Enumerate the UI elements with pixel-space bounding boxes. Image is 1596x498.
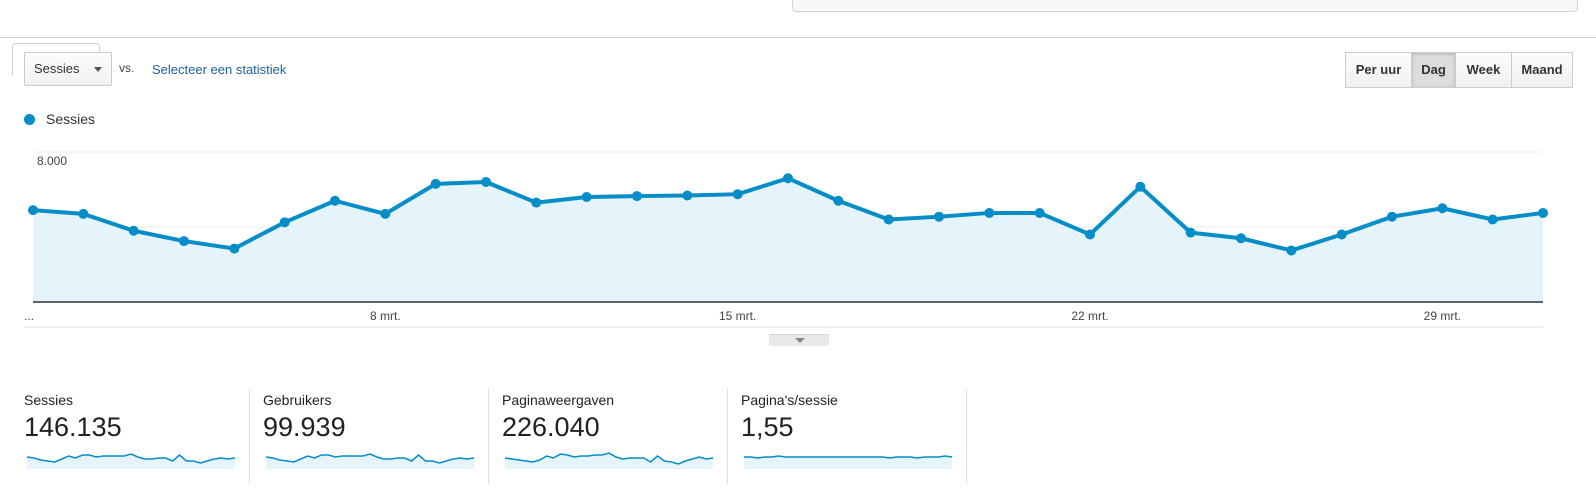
y-tick-label: 8.000 [37, 154, 67, 168]
x-tick-label: 15 mrt. [719, 309, 756, 323]
granularity-toggle: Per uur Dag Week Maand [1345, 52, 1573, 88]
sparkline-line [26, 453, 236, 464]
data-point [1236, 233, 1246, 244]
chart-legend[interactable]: Sessies [24, 111, 95, 127]
data-point [330, 195, 340, 206]
data-point [1185, 227, 1196, 238]
data-point [1336, 229, 1347, 240]
day-button[interactable]: Dag [1411, 52, 1456, 88]
collapse-chart-handle[interactable] [769, 334, 829, 346]
data-point [229, 243, 240, 254]
data-point [1034, 207, 1045, 218]
data-point [1538, 207, 1548, 218]
data-point [380, 208, 391, 219]
metric-select-value: Sessies [34, 61, 80, 76]
data-point [430, 178, 441, 189]
scorecard-label: Sessies [24, 392, 74, 408]
data-point [128, 225, 139, 236]
data-point [984, 207, 995, 218]
scorecard-sessions[interactable]: Sessies 146.135 [24, 389, 239, 484]
per-hour-button[interactable]: Per uur [1345, 52, 1412, 88]
sparkline [744, 455, 953, 469]
x-tick-label: 8 mrt. [370, 309, 401, 323]
sparkline [26, 453, 236, 469]
sparkline-area [505, 453, 713, 469]
sessions-line-chart[interactable]: 4.0008.000...8 mrt.15 mrt.22 mrt.29 mrt. [0, 130, 1596, 330]
data-point [1487, 214, 1498, 225]
data-point [179, 236, 189, 247]
select-statistic-link[interactable]: Selecteer een statistiek [152, 62, 287, 77]
data-point [1135, 181, 1146, 192]
x-tick-label: 29 mrt. [1424, 309, 1461, 323]
scorecard-divider [966, 389, 967, 484]
series-area [33, 178, 1543, 302]
x-tick-label: 22 mrt. [1071, 309, 1108, 323]
x-tick-label: ... [24, 309, 34, 323]
scorecard-label: Paginaweergaven [502, 392, 615, 408]
scorecard-pageviews[interactable]: Paginaweergaven 226.040 [502, 389, 717, 484]
dot-icon [24, 113, 35, 125]
data-point [934, 211, 944, 222]
scorecard-divider [488, 389, 489, 484]
data-point [682, 190, 693, 201]
chevron-down-icon [795, 338, 805, 343]
data-point [1085, 229, 1095, 240]
sparkline-area [27, 454, 235, 469]
scorecard-users[interactable]: Gebruikers 99.939 [263, 389, 478, 484]
sparkline [504, 452, 714, 469]
vs-label: vs. [119, 61, 135, 75]
data-point [78, 208, 89, 219]
data-point [279, 217, 290, 228]
caret-down-icon [94, 67, 102, 72]
scorecard-value: 1,55 [741, 412, 794, 442]
data-point [481, 177, 491, 187]
scorecard-value: 99.939 [263, 412, 346, 442]
sparkline-line [744, 455, 953, 459]
scorecard-value: 226.040 [502, 412, 600, 442]
metric-select[interactable]: Sessies [24, 52, 112, 86]
data-point [783, 173, 793, 184]
scorecard-value: 146.135 [24, 412, 122, 442]
sparkline-area [266, 454, 474, 469]
data-point [581, 192, 592, 202]
sparkline-area [744, 456, 952, 469]
tab-bar: Overzicht [0, 37, 1596, 76]
data-point [632, 191, 642, 202]
scorecard-divider [249, 389, 250, 484]
scorecard-pages-per-session[interactable]: Pagina's/sessie 1,55 [741, 389, 956, 484]
data-point [531, 197, 542, 208]
data-point [1387, 211, 1397, 222]
data-point [1286, 245, 1297, 256]
data-point [833, 195, 844, 206]
legend-label: Sessies [46, 111, 96, 127]
scorecard-label: Gebruikers [263, 392, 332, 408]
scorecard-label: Pagina's/sessie [741, 392, 838, 408]
data-point [732, 189, 743, 200]
sparkline [265, 453, 475, 469]
top-panel-edge [792, 0, 1578, 12]
week-button[interactable]: Week [1455, 52, 1512, 88]
sparkline-line [265, 453, 475, 464]
month-button[interactable]: Maand [1511, 52, 1573, 88]
data-point [1437, 203, 1448, 214]
sparkline-line [504, 452, 714, 465]
data-point [883, 214, 894, 225]
data-point [28, 205, 38, 216]
scorecard-divider [727, 389, 728, 484]
